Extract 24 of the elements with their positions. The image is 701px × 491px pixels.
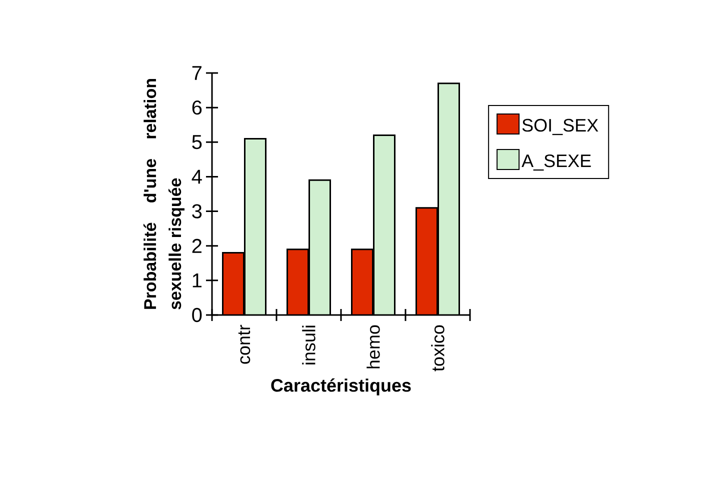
y-tick-label: 3 (192, 204, 202, 218)
bar (244, 138, 266, 315)
y-axis-title: Probabilité d'une relation sexuelle risquée (143, 79, 184, 310)
y-tick-label: 7 (192, 66, 202, 80)
legend-label: SOI_SEX (522, 118, 598, 136)
bar (222, 252, 244, 315)
bar (352, 249, 373, 315)
bar (416, 207, 438, 315)
legend-label: A_SEXE (522, 154, 591, 171)
bar (438, 82, 460, 315)
x-tick-label: contr (238, 324, 250, 364)
y-tick-label: 0 (192, 308, 202, 322)
y-tick-label: 4 (192, 170, 202, 184)
bar (287, 249, 308, 315)
bar (309, 180, 330, 315)
bar (374, 135, 395, 315)
y-tick-label: 1 (192, 274, 202, 288)
x-tick-label: hemo (366, 325, 380, 368)
y-tick-label: 5 (192, 135, 202, 150)
y-tick-label: 2 (192, 238, 202, 253)
x-tick-label: insuli (302, 326, 316, 364)
x-tick-label: toxico (431, 325, 444, 372)
y-tick-label: 6 (192, 100, 202, 115)
x-axis-title: Caractéristiques (271, 378, 411, 396)
